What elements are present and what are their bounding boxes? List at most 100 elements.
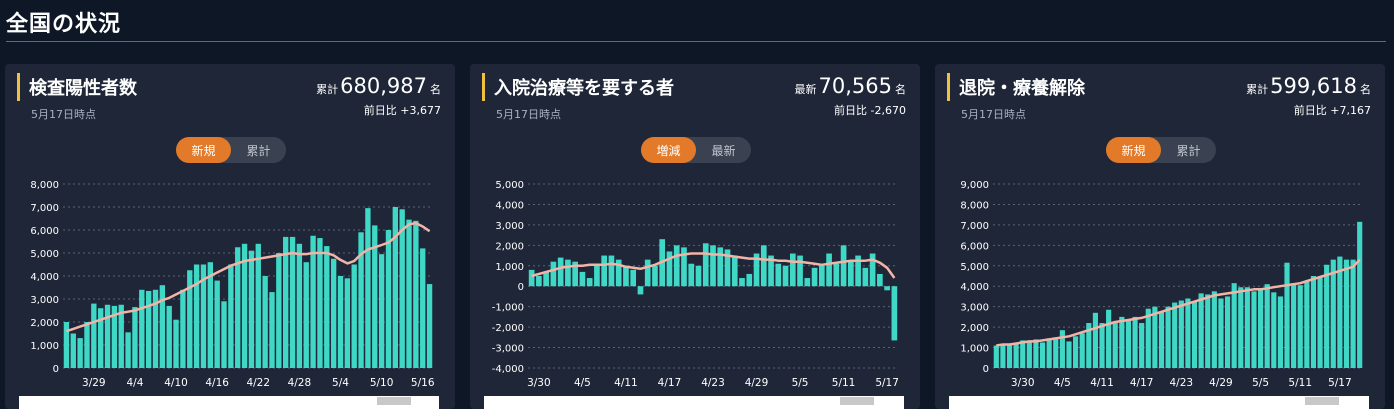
bar [833, 263, 840, 287]
bar [324, 246, 330, 368]
bar [1291, 283, 1297, 368]
x-tick-label: 4/5 [574, 377, 591, 389]
bar [139, 289, 145, 368]
bar [173, 319, 179, 368]
x-tick-label: 5/16 [411, 377, 435, 389]
bar [1185, 298, 1191, 368]
x-tick-label: 5/5 [792, 377, 809, 389]
bar [601, 255, 608, 287]
toggle-latest[interactable]: 最新 [711, 143, 736, 158]
y-tick-label: 3,000 [495, 221, 524, 232]
bar [426, 284, 433, 368]
x-tick-label: 5/17 [875, 377, 899, 389]
y-tick-label: -4,000 [492, 364, 524, 375]
bar [652, 265, 658, 287]
x-tick-label: 4/23 [1170, 377, 1194, 389]
bar [681, 247, 687, 287]
y-tick-label: -2,000 [492, 323, 524, 334]
bar [710, 245, 716, 287]
bar [572, 261, 578, 287]
bar [862, 267, 869, 287]
y-tick-label: -1,000 [492, 303, 524, 314]
y-tick-label: 2,000 [960, 323, 989, 334]
bar [855, 255, 861, 287]
bar [673, 245, 680, 287]
y-tick-label: 3,000 [960, 303, 989, 314]
bar [1172, 302, 1178, 368]
x-tick-label: 4/17 [658, 377, 682, 389]
card-title: 検査陽性者数 [29, 78, 137, 99]
bar [768, 255, 774, 287]
bar [1251, 291, 1257, 368]
toggle-change[interactable]: 増減 [641, 137, 696, 163]
bar [378, 254, 385, 368]
day-over-day-diff: 前日比 +3,677 [363, 104, 441, 117]
bar [420, 248, 426, 368]
bar [1357, 221, 1363, 368]
toggle-cumulative[interactable]: 累計 [246, 143, 271, 158]
bar [1073, 336, 1079, 368]
bar [739, 278, 745, 287]
bar [372, 225, 378, 368]
scroll-thumb[interactable] [840, 397, 874, 405]
bar [1231, 283, 1237, 368]
bar [63, 322, 70, 368]
y-tick-label: 4,000 [495, 200, 524, 211]
bar [1158, 311, 1165, 368]
y-tick-label: 7,000 [30, 203, 59, 214]
total-unit: 名 [430, 83, 441, 96]
positive-cases-chart: 8,000 7,000 6,000 5,000 4,000 3,000 2,000 1,000… [30, 180, 435, 389]
y-tick-label: 2,000 [30, 318, 59, 329]
y-tick-label: 1,000 [495, 262, 524, 273]
x-tick-label: 4/4 [126, 377, 143, 389]
scroll-thumb[interactable] [1305, 397, 1339, 405]
y-tick-label: 5,000 [495, 180, 524, 191]
x-tick-label: 5/11 [1288, 377, 1312, 389]
bar [221, 301, 227, 368]
chart-scrollbar[interactable] [19, 396, 439, 409]
bar [1006, 343, 1013, 368]
bar [630, 269, 637, 287]
bar [695, 265, 702, 287]
bar [565, 259, 571, 287]
average-line [66, 221, 431, 333]
scroll-thumb[interactable] [377, 397, 411, 405]
bar [1224, 296, 1231, 368]
total-label: 累計 [316, 83, 339, 96]
bar [1020, 340, 1026, 368]
bar [269, 292, 275, 368]
toggle-cumulative[interactable]: 累計 [1176, 143, 1201, 158]
y-tick-label: 0 [53, 364, 59, 375]
toggle-new[interactable]: 新規 [176, 137, 231, 163]
bar [1145, 308, 1151, 368]
bar [248, 250, 255, 368]
y-tick-label: 9,000 [960, 180, 989, 191]
y-tick-label: 5,000 [960, 262, 989, 273]
bar [303, 262, 309, 368]
total-unit: 名 [895, 83, 906, 96]
bar [1317, 277, 1323, 368]
bar [666, 251, 673, 287]
bar [702, 243, 709, 287]
bar [688, 263, 695, 287]
bar [337, 276, 344, 368]
bar [1324, 264, 1330, 368]
bar [615, 259, 622, 287]
bar [166, 305, 172, 368]
toggle-new[interactable]: 新規 [1106, 137, 1161, 163]
y-tick-label: 0 [983, 364, 989, 375]
bar [1125, 319, 1132, 368]
x-tick-label: 5/10 [370, 377, 394, 389]
bar [180, 289, 186, 368]
bar [891, 286, 898, 341]
bar [70, 333, 76, 368]
chart-mode-toggle: 新規 累計 [176, 137, 286, 163]
bar [1132, 316, 1138, 368]
total-value: 680,987 [340, 74, 427, 98]
x-tick-label: 4/16 [205, 377, 229, 389]
bar [775, 263, 782, 287]
bar [1337, 256, 1343, 368]
card-total: 最新70,565 名 [795, 74, 906, 98]
bar [579, 271, 586, 287]
bar [104, 304, 111, 368]
